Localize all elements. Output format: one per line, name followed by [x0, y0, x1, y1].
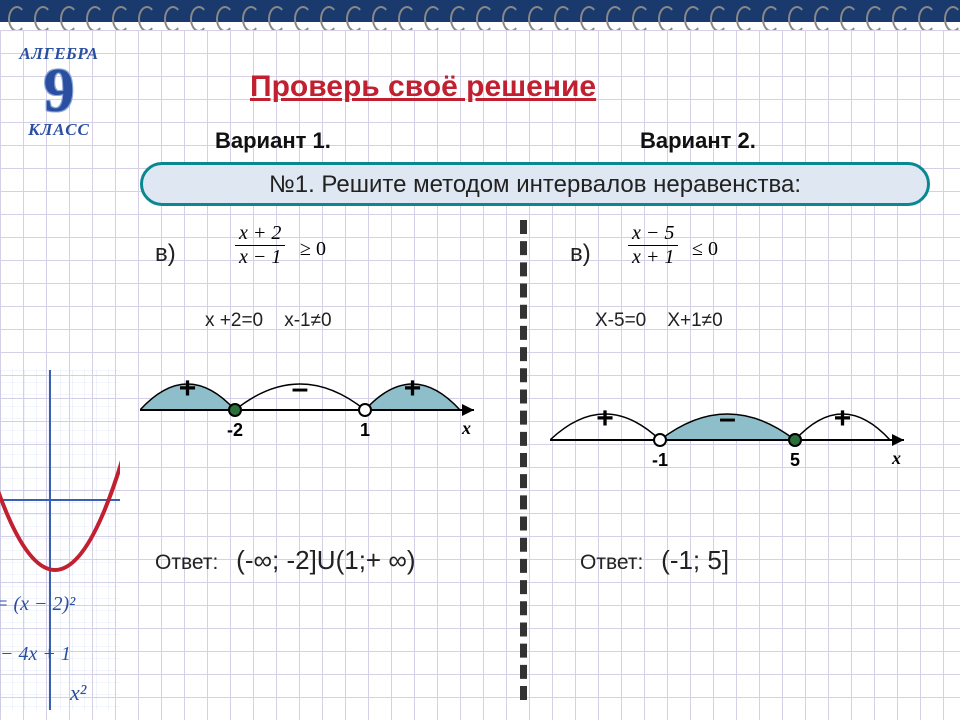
- interval-diagram-2: x -1 5 + – +: [550, 370, 910, 500]
- part-label-right: в): [570, 240, 591, 268]
- svg-text:–: –: [719, 402, 736, 435]
- frac1-den: x − 1: [235, 246, 285, 269]
- answer-2-row: Ответ: (-1; 5]: [580, 545, 729, 576]
- page-title: Проверь своё решение: [250, 70, 596, 104]
- svg-text:x: x: [891, 448, 901, 468]
- logo-line2: КЛАСС: [4, 120, 114, 140]
- svg-text:5: 5: [790, 450, 800, 470]
- svg-text:-1: -1: [652, 450, 668, 470]
- interval-diagram-1: x -2 1 + – +: [140, 340, 480, 470]
- variant-1-label: Вариант 1.: [215, 128, 331, 154]
- conditions-1: x +2=0 x-1≠0: [205, 310, 332, 332]
- inequality-1: x + 2 x − 1: [235, 222, 285, 269]
- decorative-parabola: = (x − 2)² − 4x + 1 x²: [0, 370, 120, 710]
- frac2-num: x − 5: [628, 222, 678, 246]
- answer-label: Ответ:: [155, 551, 218, 574]
- column-separator: [520, 220, 527, 700]
- svg-text:+: +: [404, 372, 422, 405]
- answer-1-value: (-∞; -2]U(1;+ ∞): [236, 545, 415, 575]
- svg-text:− 4x + 1: − 4x + 1: [0, 643, 71, 665]
- svg-text:1: 1: [360, 420, 370, 440]
- svg-text:+: +: [834, 402, 852, 435]
- svg-text:–: –: [292, 372, 309, 405]
- svg-text:+: +: [179, 372, 197, 405]
- svg-text:= (x − 2)²: = (x − 2)²: [0, 593, 76, 615]
- logo-grade: 9: [4, 64, 114, 120]
- svg-text:x: x: [461, 418, 471, 438]
- svg-text:-2: -2: [227, 420, 243, 440]
- part-label-left: в): [155, 240, 176, 268]
- inequality-2: x − 5 x + 1: [628, 222, 678, 269]
- conditions-2: X-5=0 X+1≠0: [595, 310, 723, 332]
- task-statement: №1. Решите методом интервалов неравенств…: [140, 162, 930, 206]
- svg-text:x²: x²: [69, 680, 87, 705]
- textbook-logo: АЛГЕБРА 9 КЛАСС: [4, 44, 114, 140]
- frac1-num: x + 2: [235, 222, 285, 246]
- variant-2-label: Вариант 2.: [640, 128, 756, 154]
- inequality-2-cmp: ≤ 0: [692, 238, 718, 261]
- answer-2-value: (-1; 5]: [661, 545, 729, 575]
- answer-1-row: Ответ: (-∞; -2]U(1;+ ∞): [155, 545, 416, 576]
- inequality-1-cmp: ≥ 0: [300, 238, 326, 261]
- svg-text:+: +: [596, 402, 614, 435]
- frac2-den: x + 1: [628, 246, 678, 269]
- answer-label: Ответ:: [580, 551, 643, 574]
